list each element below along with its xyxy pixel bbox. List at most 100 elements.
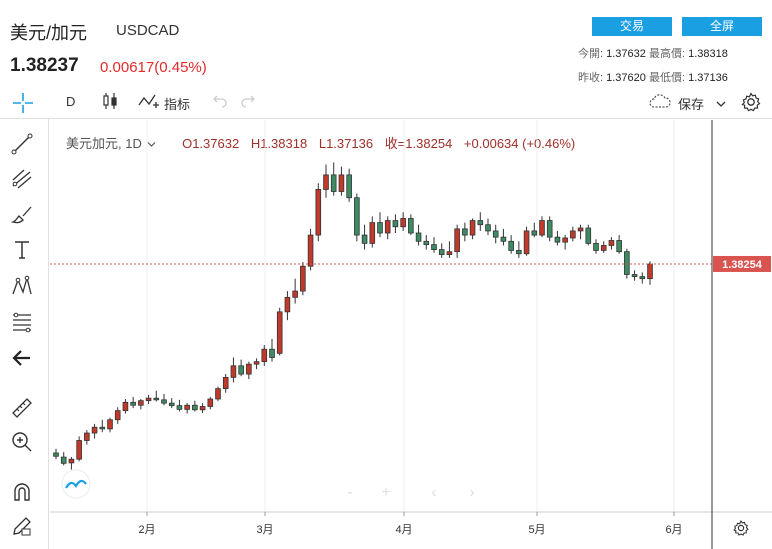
candle-body — [230, 365, 237, 378]
legend-change: +0.00634 (+0.46%) — [463, 136, 576, 151]
candle — [485, 218, 491, 236]
candle — [577, 224, 584, 240]
candle-body — [500, 236, 507, 242]
candle-body — [546, 220, 553, 238]
candles-group — [53, 162, 653, 470]
candle — [523, 226, 530, 256]
legend-name[interactable]: 美元加元, 1D — [66, 136, 142, 151]
save-button[interactable]: 保存 — [678, 97, 705, 112]
prev-close-label: 昨收: — [578, 72, 604, 84]
candle-body — [408, 218, 414, 234]
crosshair-icon[interactable] — [10, 90, 36, 116]
candle-body — [531, 230, 538, 236]
x-tick-label: 3月 — [256, 524, 273, 536]
price-change: 0.00617(0.45%) — [100, 59, 207, 76]
candle — [354, 193, 360, 242]
candle-body — [84, 432, 90, 441]
candle — [107, 417, 113, 433]
magnet-icon[interactable] — [8, 478, 36, 506]
ruler-icon[interactable] — [8, 394, 36, 422]
candle — [192, 400, 198, 412]
candle — [53, 448, 59, 460]
candle — [138, 399, 144, 410]
candle-body — [492, 230, 499, 238]
text-tool-icon[interactable] — [8, 236, 36, 264]
candle-body — [338, 174, 345, 192]
fib-retracement-icon[interactable] — [8, 308, 36, 336]
chevron-down-icon[interactable] — [716, 96, 726, 111]
x-tick-label: 4月 — [395, 524, 412, 536]
candle-body — [600, 245, 607, 251]
candle — [585, 224, 592, 246]
candle-body — [631, 274, 638, 277]
x-tick-label: 5月 — [528, 524, 545, 536]
candle-body — [168, 402, 175, 407]
redo-icon[interactable] — [240, 92, 256, 111]
x-tick-label: 2月 — [138, 524, 155, 536]
candle-body — [346, 174, 352, 199]
candle — [84, 430, 90, 445]
zoom-in-icon[interactable] — [8, 428, 36, 456]
lock-pencil-icon[interactable] — [8, 512, 36, 540]
chart-nav-control: ‹ — [431, 484, 436, 501]
candle — [99, 419, 106, 433]
candle — [639, 272, 646, 284]
candle — [323, 164, 329, 198]
candle-type-icon[interactable] — [100, 91, 120, 114]
candle — [531, 222, 538, 238]
chart-toolbar: D 指标 保存 — [0, 88, 772, 116]
candle — [338, 166, 345, 196]
cloud-icon[interactable] — [648, 92, 672, 113]
candle — [377, 212, 383, 238]
candle — [616, 235, 622, 254]
legend-close: 收=1.38254 — [384, 136, 453, 151]
candle — [554, 230, 561, 246]
legend-interval-chevron[interactable] — [147, 136, 160, 151]
candle — [492, 224, 499, 244]
candle — [469, 218, 476, 240]
candle-body — [330, 174, 337, 192]
candle-body — [276, 311, 283, 354]
candle-body — [60, 456, 67, 464]
axis-settings-icon[interactable] — [732, 519, 750, 542]
trend-line-icon[interactable] — [8, 130, 36, 158]
candle-body — [76, 440, 82, 460]
candle — [238, 359, 244, 377]
candle — [300, 262, 306, 296]
candle-body — [608, 240, 615, 246]
candle — [415, 224, 422, 246]
candle-body — [284, 296, 291, 313]
pitchfork-icon[interactable] — [8, 164, 36, 192]
candle-body — [361, 234, 368, 244]
candle — [315, 183, 322, 242]
high-value: 1.38318 — [688, 48, 728, 60]
candle — [462, 222, 468, 242]
indicators-button[interactable]: 指标 — [164, 97, 191, 112]
candle — [392, 214, 399, 233]
pattern-icon[interactable] — [8, 272, 36, 300]
trade-button[interactable]: 交易 — [592, 17, 672, 36]
fullscreen-button[interactable]: 全屏 — [682, 17, 762, 36]
candle — [207, 396, 214, 410]
interval-selector[interactable]: D — [66, 94, 76, 109]
candle-body — [523, 230, 530, 255]
candle — [76, 436, 82, 462]
candle-body — [207, 398, 214, 407]
drawing-tools-panel — [0, 120, 44, 549]
chart-nav-control: + — [381, 484, 390, 501]
indicators-icon[interactable] — [138, 91, 160, 114]
candle-body — [485, 224, 491, 232]
candle — [60, 452, 67, 466]
candle — [508, 235, 514, 254]
undo-icon[interactable] — [212, 92, 228, 111]
candle-body — [269, 348, 275, 358]
candle — [346, 168, 352, 202]
candle-body — [153, 397, 160, 401]
left-panel-divider — [48, 118, 49, 549]
symbol-code: USDCAD — [116, 22, 180, 39]
settings-gear-icon[interactable] — [740, 91, 762, 116]
brush-icon[interactable] — [8, 200, 36, 228]
back-arrow-icon[interactable] — [8, 344, 36, 372]
candle — [516, 241, 522, 258]
candle-body — [292, 290, 298, 298]
